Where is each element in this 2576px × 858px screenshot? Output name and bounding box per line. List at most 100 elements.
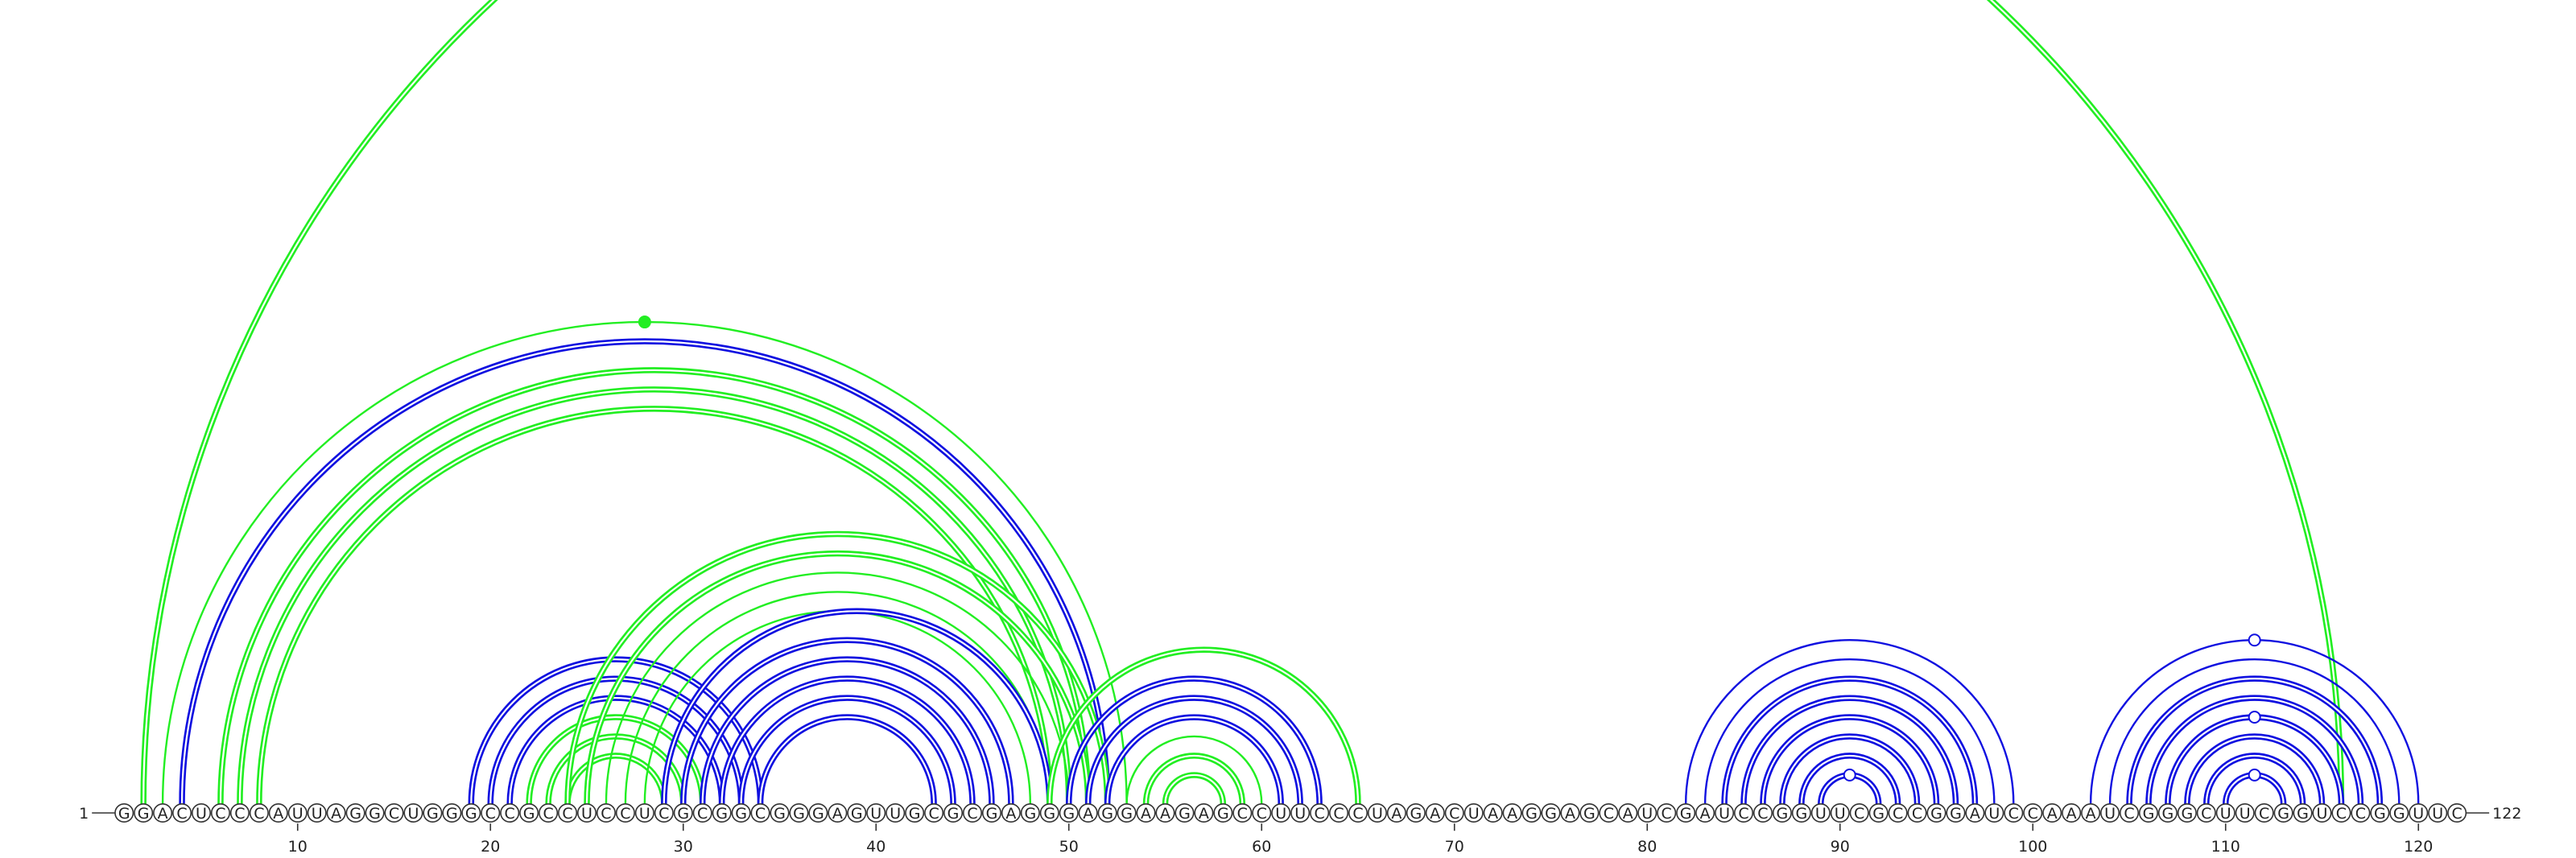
nucleotide-letter: U — [2240, 805, 2251, 823]
nucleotide: C — [2331, 802, 2351, 823]
nucleotide-letter: U — [890, 805, 901, 823]
nucleotide: G — [2177, 802, 2197, 823]
nucleotide-circle — [326, 802, 346, 823]
nucleotide-circle — [1599, 802, 1619, 823]
nucleotide-circle — [1637, 802, 1657, 823]
arc-outer — [1740, 695, 1959, 804]
nucleotide: U — [1290, 802, 1311, 823]
nucleotide: U — [1637, 802, 1657, 823]
base-pair-arc — [1684, 639, 2015, 804]
nucleotide-letter: G — [1043, 805, 1055, 823]
base-pair-arc — [1066, 675, 1323, 804]
nucleotide-circle — [287, 802, 308, 823]
nucleotide-circle — [114, 802, 134, 823]
nucleotide-circle — [442, 802, 462, 823]
nucleotide-circle — [1502, 802, 1522, 823]
nucleotide-letter: A — [1970, 805, 1980, 823]
nucleotide: C — [2447, 802, 2467, 823]
nucleotide: U — [1715, 802, 1735, 823]
nucleotide-circle — [2196, 802, 2216, 823]
nucleotide-letter: G — [427, 805, 439, 823]
nucleotide: A — [1155, 802, 1175, 823]
nucleotide-letter: C — [215, 805, 225, 823]
nucleotide: G — [114, 802, 134, 823]
nucleotide-circle — [1001, 802, 1021, 823]
nucleotide-circle — [2331, 802, 2351, 823]
nucleotide: C — [172, 802, 192, 823]
nucleotide-circle — [866, 802, 886, 823]
base-pair-arc — [526, 714, 706, 804]
nucleotide-circle — [423, 802, 443, 823]
nucleotide-letter: C — [176, 805, 187, 823]
nucleotide: G — [770, 802, 790, 823]
nucleotide-letter: C — [1449, 805, 1459, 823]
nucleotide-circle — [153, 802, 173, 823]
nucleotide-letter: G — [1777, 805, 1789, 823]
nucleotide: C — [1734, 802, 1754, 823]
nucleotide: G — [1772, 802, 1792, 823]
nucleotide-letter: C — [620, 805, 630, 823]
nucleotide: C — [1252, 802, 1272, 823]
nucleotide-circle — [365, 802, 385, 823]
base-pair-arc — [2203, 753, 2306, 804]
nucleotide: C — [1310, 802, 1330, 823]
nucleotide: A — [1136, 802, 1156, 823]
nucleotide-letter: U — [581, 805, 592, 823]
arc-line — [1703, 658, 1996, 804]
nucleotide-letter: G — [465, 805, 477, 823]
nucleotide-letter: G — [1950, 805, 1962, 823]
nucleotide: C — [384, 802, 404, 823]
nucleotide: A — [2042, 802, 2062, 823]
nucleotide-circle — [1232, 802, 1253, 823]
tick-label: 20 — [481, 838, 500, 856]
base-pair-arc — [699, 656, 995, 804]
nucleotide: U — [886, 802, 906, 823]
base-pair-arc — [217, 367, 1092, 804]
nucleotide-letter: U — [1294, 805, 1306, 823]
nucleotide-letter: A — [2086, 805, 2096, 823]
nucleotide: U — [403, 802, 423, 823]
base-pair-arc — [1104, 714, 1284, 804]
nucleotide: A — [1001, 802, 1021, 823]
nucleotide-circle — [1752, 802, 1773, 823]
nucleotide-circle — [558, 802, 578, 823]
nucleotide-circle — [1290, 802, 1311, 823]
arc-inner — [2147, 696, 2362, 804]
nucleotide-letter: C — [1738, 805, 1748, 823]
sequence-end-label: 122 — [2492, 805, 2521, 823]
nucleotide-circle — [2273, 802, 2293, 823]
nucleotide: U — [1984, 802, 2004, 823]
tick-label: 70 — [1445, 838, 1464, 856]
nucleotide: C — [615, 802, 635, 823]
nucleotide-circle — [789, 802, 809, 823]
nucleotide-letter: G — [677, 805, 689, 823]
base-pair-arc — [140, 0, 2345, 804]
nucleotide: G — [345, 802, 365, 823]
nucleotide-circle — [1271, 802, 1291, 823]
nucleotide-circle — [1618, 802, 1638, 823]
nucleotide-letter: G — [2181, 805, 2193, 823]
nucleotide: A — [153, 802, 173, 823]
nucleotide-letter: G — [1024, 805, 1036, 823]
nucleotide-letter: A — [1430, 805, 1440, 823]
nucleotide-circle — [2312, 802, 2332, 823]
nucleotide-letter: C — [1333, 805, 1344, 823]
nucleotide-circle — [1965, 802, 1985, 823]
nucleotide-circle — [2042, 802, 2062, 823]
nucleotide-letter: G — [2374, 805, 2386, 823]
nucleotide: U — [2312, 802, 2332, 823]
nucleotide-letter: G — [2393, 805, 2405, 823]
nucleotide-circle — [731, 802, 751, 823]
nucleotide-circle — [2215, 802, 2235, 823]
nucleotide-letter: C — [562, 805, 572, 823]
nucleotide-letter: G — [2277, 805, 2289, 823]
nucleotide: G — [1020, 802, 1040, 823]
nucleotide-letter: A — [1141, 805, 1151, 823]
nucleotide-letter: G — [735, 805, 747, 823]
tick-label: 10 — [288, 838, 308, 856]
nucleotide-letter: U — [1719, 805, 1730, 823]
nucleotide-letter: U — [1815, 805, 1827, 823]
nucleotide: G — [519, 802, 539, 823]
nucleotide-circle — [1946, 802, 1966, 823]
arc-line — [161, 320, 1128, 804]
